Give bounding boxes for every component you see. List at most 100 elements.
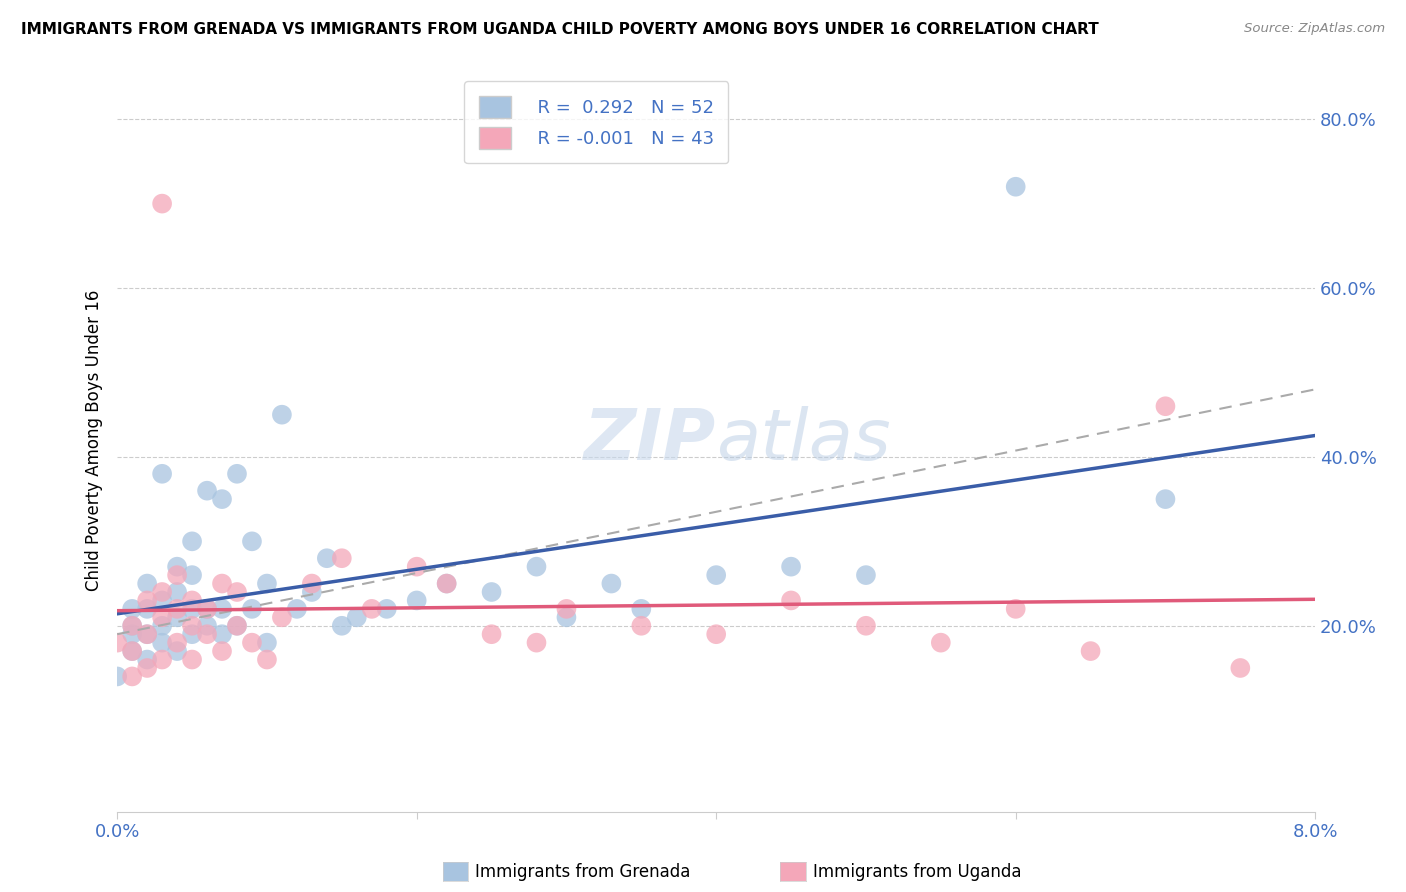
Point xyxy=(166,568,188,582)
Point xyxy=(166,585,188,599)
Point xyxy=(226,585,249,599)
Point xyxy=(211,492,233,507)
Point xyxy=(301,576,323,591)
Text: IMMIGRANTS FROM GRENADA VS IMMIGRANTS FROM UGANDA CHILD POVERTY AMONG BOYS UNDER: IMMIGRANTS FROM GRENADA VS IMMIGRANTS FR… xyxy=(21,22,1099,37)
Point xyxy=(780,593,803,607)
Point xyxy=(105,669,128,683)
Point xyxy=(630,602,652,616)
Point xyxy=(405,559,427,574)
Point xyxy=(285,602,308,616)
Point xyxy=(271,408,294,422)
Point xyxy=(150,652,173,666)
Point xyxy=(181,652,204,666)
Point xyxy=(315,551,337,566)
Point xyxy=(166,602,188,616)
Point xyxy=(1004,602,1026,616)
Point xyxy=(121,644,143,658)
Point xyxy=(121,669,143,683)
Point xyxy=(436,576,458,591)
Point xyxy=(166,610,188,624)
Point xyxy=(195,602,218,616)
Point xyxy=(481,585,503,599)
Point xyxy=(166,559,188,574)
Point xyxy=(195,483,218,498)
Point xyxy=(600,576,623,591)
Point xyxy=(181,619,204,633)
Point xyxy=(181,627,204,641)
Point xyxy=(256,652,278,666)
Point xyxy=(405,593,427,607)
Point xyxy=(240,534,263,549)
Point xyxy=(704,627,727,641)
Point xyxy=(240,635,263,649)
Point xyxy=(136,652,159,666)
Point xyxy=(240,602,263,616)
Point xyxy=(166,644,188,658)
Point xyxy=(121,644,143,658)
Point xyxy=(195,619,218,633)
Legend:   R =  0.292   N = 52,   R = -0.001   N = 43: R = 0.292 N = 52, R = -0.001 N = 43 xyxy=(464,81,728,163)
Point xyxy=(780,559,803,574)
Point xyxy=(121,619,143,633)
Point xyxy=(136,602,159,616)
Point xyxy=(150,619,173,633)
Point xyxy=(166,635,188,649)
Point xyxy=(150,593,173,607)
Point xyxy=(1080,644,1102,658)
Point xyxy=(1154,492,1177,507)
Point xyxy=(855,619,877,633)
Point xyxy=(181,593,204,607)
Text: Immigrants from Uganda: Immigrants from Uganda xyxy=(813,863,1021,881)
Point xyxy=(375,602,398,616)
Point xyxy=(181,602,204,616)
Point xyxy=(136,661,159,675)
Text: ZIP: ZIP xyxy=(583,406,716,475)
Point xyxy=(330,551,353,566)
Point xyxy=(630,619,652,633)
Point xyxy=(195,627,218,641)
Point xyxy=(136,627,159,641)
Point xyxy=(855,568,877,582)
Point xyxy=(346,610,368,624)
Point xyxy=(150,467,173,481)
Point xyxy=(555,602,578,616)
Point xyxy=(195,602,218,616)
Point xyxy=(526,635,548,649)
Point xyxy=(136,627,159,641)
Point xyxy=(121,619,143,633)
Point xyxy=(704,568,727,582)
Point xyxy=(256,635,278,649)
Point xyxy=(211,627,233,641)
Point xyxy=(150,196,173,211)
Point xyxy=(271,610,294,624)
Point xyxy=(150,635,173,649)
Point xyxy=(181,568,204,582)
Point xyxy=(929,635,952,649)
Point xyxy=(211,602,233,616)
Point xyxy=(360,602,382,616)
Point xyxy=(211,576,233,591)
Point xyxy=(121,602,143,616)
Point xyxy=(121,627,143,641)
Text: Immigrants from Grenada: Immigrants from Grenada xyxy=(475,863,690,881)
Point xyxy=(181,534,204,549)
Point xyxy=(211,644,233,658)
Point xyxy=(226,619,249,633)
Point xyxy=(436,576,458,591)
Point xyxy=(226,619,249,633)
Point xyxy=(301,585,323,599)
Point xyxy=(1229,661,1251,675)
Y-axis label: Child Poverty Among Boys Under 16: Child Poverty Among Boys Under 16 xyxy=(86,289,103,591)
Point xyxy=(330,619,353,633)
Point xyxy=(136,593,159,607)
Point xyxy=(105,635,128,649)
Text: atlas: atlas xyxy=(716,406,891,475)
Point xyxy=(526,559,548,574)
Point xyxy=(136,576,159,591)
Point xyxy=(150,585,173,599)
Point xyxy=(555,610,578,624)
Point xyxy=(226,467,249,481)
Point xyxy=(150,610,173,624)
Point xyxy=(1004,179,1026,194)
Text: Source: ZipAtlas.com: Source: ZipAtlas.com xyxy=(1244,22,1385,36)
